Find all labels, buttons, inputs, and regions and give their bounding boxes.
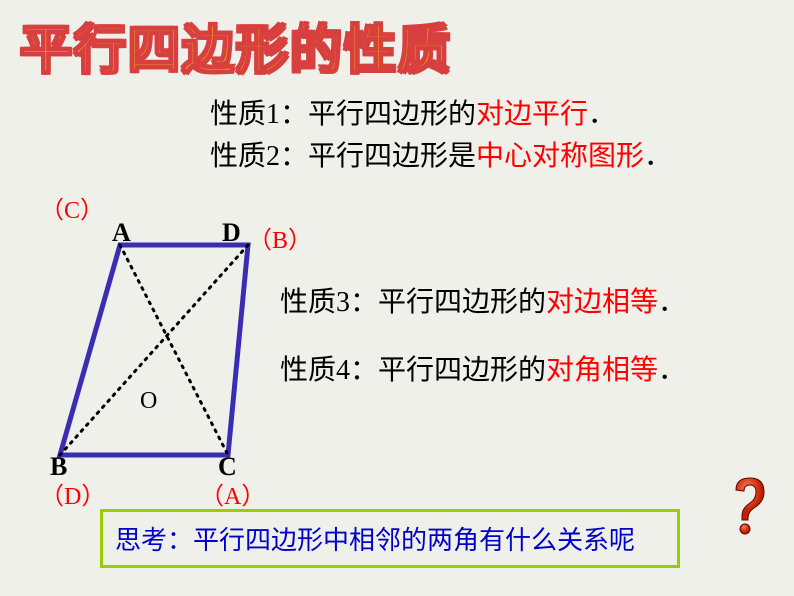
property-2: 性质2：平行四边形是中心对称图形．	[210, 134, 672, 174]
alt-label-B: （B）	[248, 220, 312, 255]
center-O: O	[140, 388, 157, 415]
alt-label-C: （C）	[40, 190, 104, 225]
parallelogram-svg	[30, 200, 280, 480]
property-3: 性质3：平行四边形的对边相等．	[280, 280, 686, 320]
parallelogram-diagram: A D B C O （C） （B） （D） （A）	[30, 200, 280, 480]
alt-label-D: （D）	[40, 476, 105, 511]
vertex-D: D	[222, 218, 241, 248]
property-1: 性质1：平行四边形的对边平行．	[210, 92, 616, 132]
question-mark-icon	[724, 476, 774, 536]
page-title: 平行四边形的性质	[20, 8, 452, 83]
alt-label-A: （A）	[200, 476, 265, 511]
vertex-A: A	[112, 218, 131, 248]
property-4: 性质4：平行四边形的对角相等．	[280, 348, 686, 388]
question-box: 思考：平行四边形中相邻的两角有什么关系呢	[100, 509, 680, 568]
